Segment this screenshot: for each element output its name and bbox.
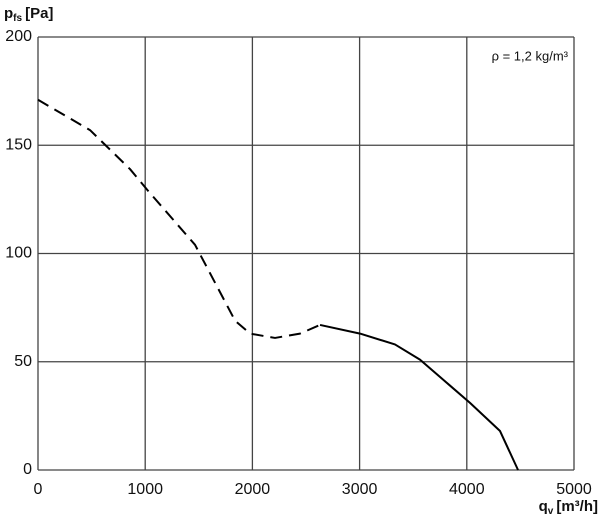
curve (319, 323, 519, 471)
x-tick-label: 0 (34, 481, 43, 498)
y-tick-label: 150 (5, 136, 32, 153)
y-tick-label: 200 (5, 28, 32, 45)
x-tick-label: 5000 (556, 481, 592, 498)
x-axis-label: qv [m³/h] (539, 498, 598, 517)
x-label-unit: [m³/h] (556, 498, 598, 515)
x-tick-label: 2000 (235, 481, 271, 498)
y-label-subscript: fs (13, 13, 22, 24)
x-tick-label: 1000 (127, 481, 163, 498)
y-tick-label: 50 (14, 353, 32, 370)
curve (37, 98, 321, 339)
annotation: ρ = 1,2 kg/m³ (492, 48, 569, 63)
y-label-symbol: p (4, 5, 13, 22)
y-tick-label: 0 (23, 461, 32, 478)
x-label-subscript: v (548, 506, 554, 517)
y-axis-label: pfs [Pa] (4, 5, 53, 24)
y-label-unit: [Pa] (25, 5, 53, 22)
x-tick-label: 4000 (449, 481, 485, 498)
y-tick-label: 100 (5, 245, 32, 262)
x-label-symbol: q (539, 498, 548, 515)
x-tick-label: 3000 (342, 481, 378, 498)
